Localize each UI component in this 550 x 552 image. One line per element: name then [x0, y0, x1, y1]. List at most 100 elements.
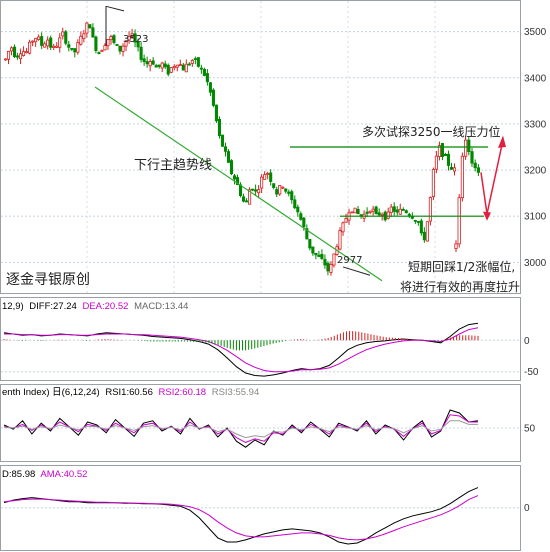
candle-body: [476, 167, 481, 173]
candle-body: [446, 153, 451, 166]
candle-body: [463, 139, 468, 157]
candle-body: [350, 211, 354, 214]
candle-body: [395, 209, 399, 213]
candle-body: [398, 208, 402, 215]
candle-body: [136, 41, 140, 48]
price-panel-frame: [0, 0, 521, 294]
candle-body: [326, 262, 330, 272]
candle-body: [217, 118, 221, 137]
indicator-ytick-label: 50: [524, 424, 536, 435]
projection-up-head: [498, 135, 506, 148]
resistance-label: 多次试探3250一线压力位: [362, 124, 501, 139]
candle-body: [169, 67, 173, 73]
rsi1-value: RSI1:60.56: [105, 387, 153, 398]
candle-body: [299, 213, 303, 220]
candle-body: [178, 64, 182, 67]
projection-down-arrow: [480, 172, 488, 214]
candle-body: [103, 45, 107, 51]
candle-body: [67, 44, 71, 48]
price-series: [3, 21, 481, 276]
candle-body: [181, 64, 185, 71]
candle-body: [332, 253, 336, 266]
candle-body: [443, 153, 447, 156]
candle-body: [356, 209, 360, 215]
projection-down-head: [483, 211, 491, 221]
candle-body: [251, 188, 255, 191]
dea-line: [4, 327, 479, 373]
dma-panel-frame: [0, 465, 521, 551]
dif-line: [3, 322, 479, 377]
rsi3-line: [3, 420, 478, 439]
candle-body: [281, 186, 285, 189]
macd-panel-frame: [0, 297, 521, 381]
candle-body: [142, 58, 146, 62]
candle-body: [19, 53, 23, 60]
candle-body: [22, 51, 26, 56]
candle-body: [386, 211, 390, 219]
candle-body: [380, 213, 384, 216]
macd-header: 12,9) DIFF:27.24 DEA:20.52 MACD:13.44: [2, 301, 188, 312]
candle-body: [172, 65, 176, 69]
pullback-label-line2: 将进行有效的再度拉升: [400, 279, 520, 294]
candle-body: [407, 213, 411, 216]
candle-body: [392, 206, 396, 212]
candle-body: [449, 166, 454, 170]
candle-body: [82, 33, 86, 39]
candle-body: [220, 134, 225, 147]
candle-body: [269, 172, 273, 182]
candle-body: [52, 45, 56, 48]
rsi-panel-frame: [0, 384, 521, 462]
candle-body: [145, 61, 149, 65]
indicator-ytick-label: 0: [524, 503, 530, 514]
candle-body: [208, 82, 212, 93]
rsi2-value: RSI2:60.18: [159, 387, 207, 398]
candle-body: [214, 104, 218, 122]
candle-body: [302, 217, 306, 228]
candle-body: [64, 31, 68, 44]
price-ytick-label: 3200: [524, 166, 547, 177]
axis-ticks: 3500 3400 3300 3200 3100 3000 0 -50 50 0: [524, 27, 547, 514]
candle-body: [79, 35, 83, 45]
candle-body: [338, 230, 342, 250]
candle-body: [88, 24, 92, 29]
candle-body: [94, 36, 98, 51]
candle-body: [266, 172, 270, 175]
candle-body: [457, 197, 461, 245]
candle-body: [341, 222, 345, 233]
candle-body: [413, 219, 417, 222]
candle-body: [55, 45, 59, 48]
candle-body: [148, 61, 152, 67]
dma-header: D:85.98 AMA:40.52: [2, 469, 87, 480]
candle-body: [76, 42, 80, 53]
candle-body: [473, 162, 477, 169]
candle-body: [151, 60, 155, 65]
candle-body: [85, 22, 89, 34]
candle-body: [308, 239, 312, 249]
candle-body: [467, 139, 471, 153]
candle-body: [329, 263, 333, 273]
candle-body: [377, 212, 381, 216]
dma-line: [3, 487, 479, 545]
macd-header-prefix: 12,9): [2, 301, 24, 312]
candle-body: [124, 40, 128, 47]
ama-line: [3, 495, 479, 541]
candle-body: [58, 37, 62, 48]
price-ytick-label: 3400: [524, 73, 547, 84]
candle-body: [61, 31, 65, 37]
candle-body: [305, 228, 309, 240]
candle-body: [133, 33, 137, 43]
candle-body: [115, 44, 119, 46]
candle-body: [229, 160, 234, 175]
candle-body: [40, 36, 44, 46]
candle-body: [109, 36, 113, 41]
candle-body: [187, 63, 191, 66]
candle-body: [404, 210, 408, 214]
candle-body: [272, 183, 276, 188]
candle-body: [28, 41, 32, 54]
candle-body: [242, 196, 246, 202]
candle-body: [275, 189, 279, 195]
candle-body: [205, 73, 209, 83]
candle-body: [254, 189, 258, 192]
candle-body: [293, 199, 297, 209]
